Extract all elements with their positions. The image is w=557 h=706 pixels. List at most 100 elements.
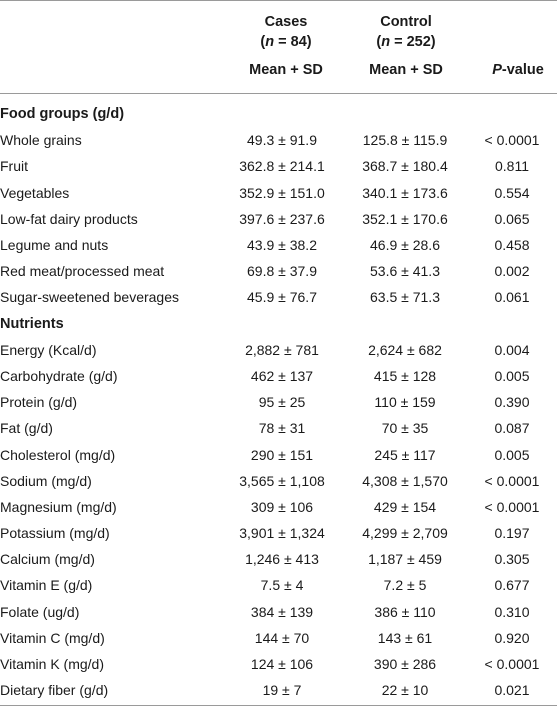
control-value: 415 ± 128	[373, 367, 437, 384]
cases-value: 95 ± 25	[258, 394, 306, 411]
table-row: Energy (Kcal/d) 2,882 ± 781 2,624 ± 682 0.0…	[0, 337, 557, 363]
section-header-row: Food groups (g/d)	[0, 101, 557, 127]
top-rule	[0, 0, 557, 1]
header-cases-sub: Mean + SD	[249, 62, 323, 78]
header-cases-n-symbol: n	[265, 34, 275, 50]
cases-value: 69.8 ± 37.9	[247, 263, 317, 280]
cases-value: 290 ± 151	[250, 446, 314, 463]
p-value: 0.197	[494, 525, 530, 542]
control-value: 53.6 ± 41.3	[370, 263, 440, 280]
header-cases-open: (	[260, 34, 266, 50]
p-value: < 0.0001	[484, 472, 540, 489]
control-value: 352.1 ± 170.6	[362, 210, 448, 227]
cases-value: 124 ± 106	[250, 656, 314, 673]
table-row: Fruit 362.8 ± 214.1 368.7 ± 180.4 0.811	[0, 153, 557, 179]
cases-value: 78 ± 31	[258, 420, 306, 437]
control-value: 2,624 ± 682	[368, 341, 442, 358]
row-label: Sugar-sweetened beverages	[0, 289, 180, 306]
control-value: 386 ± 110	[374, 603, 436, 620]
p-value: 0.811	[495, 158, 529, 175]
p-value: 0.061	[494, 289, 530, 306]
control-value: 390 ± 286	[373, 656, 437, 673]
row-label: Cholesterol (mg/d)	[0, 446, 116, 463]
p-value: 0.677	[494, 577, 530, 594]
table-row: Vitamin C (mg/d) 144 ± 70 143 ± 61 0.920	[0, 625, 557, 651]
control-value: 4,299 ± 2,709	[362, 525, 448, 542]
row-label: Vitamin K (mg/d)	[0, 656, 104, 673]
table-row: Cholesterol (mg/d) 290 ± 151 245 ± 117 0.00…	[0, 441, 557, 467]
header-control-n: (n = 252)	[344, 32, 468, 52]
control-value: 22 ± 10	[381, 682, 429, 699]
cases-value: 462 ± 137	[250, 367, 314, 384]
header-cases-label: Cases	[264, 14, 308, 30]
header-control-n-symbol: n	[381, 34, 391, 50]
header-control: Control (n = 252) Mean + SD	[344, 12, 468, 78]
control-value: 1,187 ± 459	[368, 551, 442, 568]
row-label: Red meat/processed meat	[0, 263, 165, 280]
header-control-label: Control	[380, 14, 432, 30]
p-value: 0.065	[494, 210, 530, 227]
header-control-open: (	[376, 34, 382, 50]
cases-value: 3,565 ± 1,108	[239, 472, 325, 489]
control-value: 4,308 ± 1,570	[362, 472, 448, 489]
header-pvalue: P-value	[478, 60, 557, 80]
p-value: 0.554	[494, 184, 530, 201]
p-value: 0.002	[494, 263, 530, 280]
control-value: 63.5 ± 71.3	[370, 289, 440, 306]
header-cases: Cases (n = 84) Mean + SD	[226, 12, 346, 78]
table-row: Low-fat dairy products 397.6 ± 237.6 352.1…	[0, 206, 557, 232]
row-label: Fat (g/d)	[0, 420, 53, 437]
row-label: Magnesium (mg/d)	[0, 498, 117, 515]
row-label: Whole grains	[0, 132, 82, 149]
row-label: Energy (Kcal/d)	[0, 341, 97, 358]
control-value: 110 ± 159	[374, 394, 436, 411]
row-label: Folate (ug/d)	[0, 603, 80, 620]
control-value: 7.2 ± 5	[383, 577, 427, 594]
control-value: 46.9 ± 28.6	[370, 237, 440, 254]
p-value: < 0.0001	[484, 656, 540, 673]
table-row: Carbohydrate (g/d) 462 ± 137 415 ± 128 0.00…	[0, 363, 557, 389]
cases-value: 2,882 ± 781	[245, 341, 319, 358]
p-value: 0.458	[494, 237, 530, 254]
table-row: Red meat/processed meat 69.8 ± 37.9 53.6 ±…	[0, 258, 557, 284]
table-row: Dietary fiber (g/d) 19 ± 7 22 ± 10 0.021	[0, 677, 557, 703]
control-value: 368.7 ± 180.4	[362, 158, 448, 175]
cases-value: 397.6 ± 237.6	[239, 210, 325, 227]
cases-value: 352.9 ± 151.0	[239, 184, 325, 201]
table-row: Protein (g/d) 95 ± 25 110 ± 159 0.390	[0, 389, 557, 415]
p-value: 0.305	[494, 551, 530, 568]
p-value: 0.021	[494, 682, 530, 699]
p-value: 0.087	[494, 420, 530, 437]
cases-value: 384 ± 139	[250, 603, 314, 620]
row-label: Potassium (mg/d)	[0, 525, 110, 542]
p-value: 0.920	[494, 629, 530, 646]
row-label: Legume and nuts	[0, 237, 109, 254]
table-row: Calcium (mg/d) 1,246 ± 413 1,187 ± 459 0.30…	[0, 546, 557, 572]
cases-value: 3,901 ± 1,324	[239, 525, 325, 542]
section-header-row: Nutrients	[0, 311, 557, 337]
p-value: 0.005	[494, 446, 530, 463]
table-row: Magnesium (mg/d) 309 ± 106 429 ± 154 < 0.00…	[0, 494, 557, 520]
p-value: < 0.0001	[484, 132, 540, 149]
header-cases-n: (n = 84)	[226, 32, 346, 52]
control-value: 245 ± 117	[374, 446, 436, 463]
row-label: Vitamin C (mg/d)	[0, 629, 105, 646]
table-row: Vitamin E (g/d) 7.5 ± 4 7.2 ± 5 0.677	[0, 572, 557, 598]
table-row: Fat (g/d) 78 ± 31 70 ± 35 0.087	[0, 415, 557, 441]
table-row: Vegetables 352.9 ± 151.0 340.1 ± 173.6 0.55…	[0, 180, 557, 206]
cases-value: 1,246 ± 413	[245, 551, 319, 568]
table-row: Whole grains 49.3 ± 91.9 125.8 ± 115.9 < 0.…	[0, 127, 557, 153]
row-label: Low-fat dairy products	[0, 210, 138, 227]
control-value: 429 ± 154	[373, 498, 437, 515]
section-title: Food groups (g/d)	[0, 106, 125, 123]
p-value: < 0.0001	[484, 498, 540, 515]
cases-value: 144 ± 70	[254, 629, 310, 646]
table-row: Potassium (mg/d) 3,901 ± 1,324 4,299 ± 2,7…	[0, 520, 557, 546]
row-label: Carbohydrate (g/d)	[0, 367, 118, 384]
cases-value: 45.9 ± 76.7	[247, 289, 317, 306]
p-value: 0.005	[494, 367, 530, 384]
table-row: Sodium (mg/d) 3,565 ± 1,108 4,308 ± 1,570 <…	[0, 468, 557, 494]
table-row: Folate (ug/d) 384 ± 139 386 ± 110 0.310	[0, 599, 557, 625]
header-control-sub: Mean + SD	[369, 62, 443, 78]
